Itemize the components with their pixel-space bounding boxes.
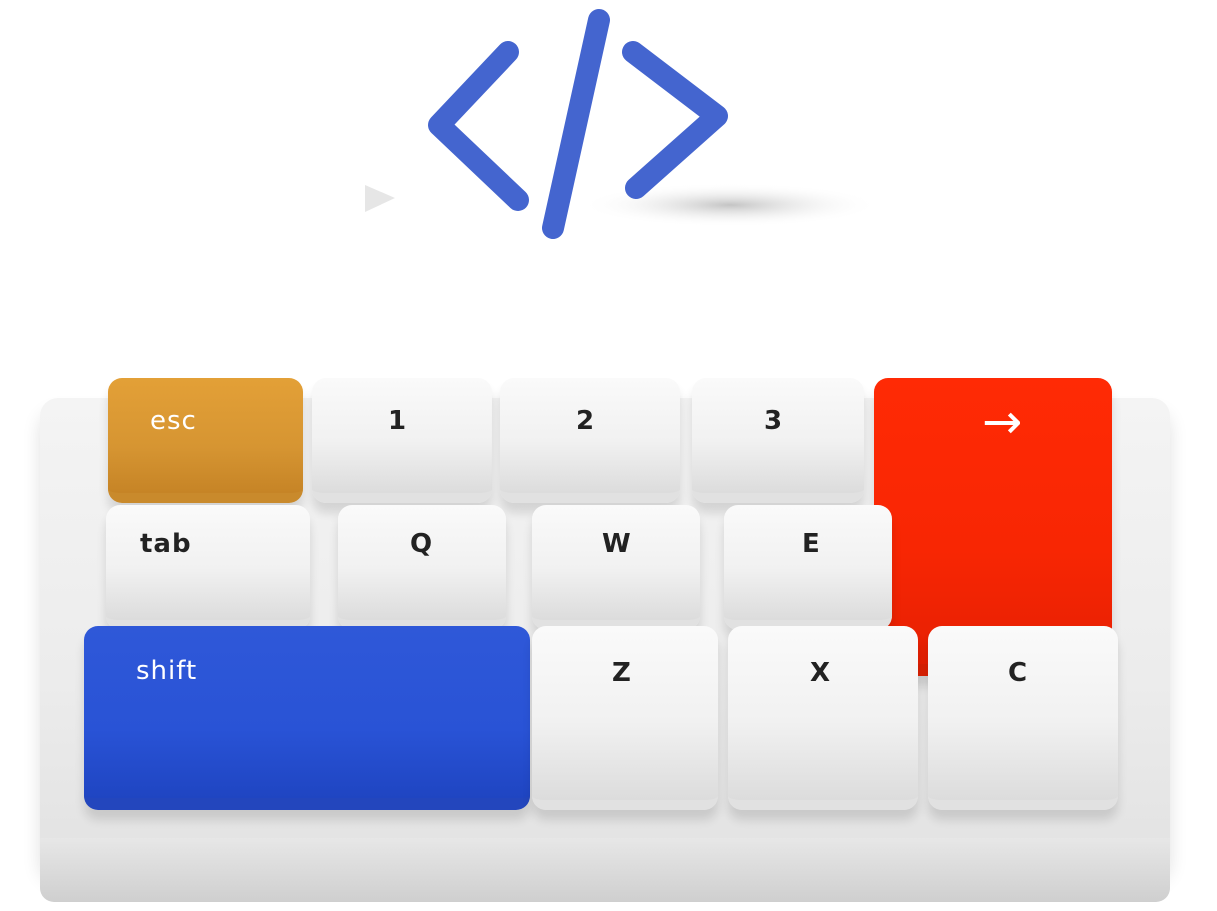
tab-key-label: tab bbox=[140, 529, 192, 559]
key-c-label: C bbox=[1008, 658, 1029, 688]
key-w-label: W bbox=[602, 529, 632, 559]
key-2-label: 2 bbox=[576, 406, 596, 436]
key-z-label: Z bbox=[612, 658, 632, 688]
esc-key-label: esc bbox=[150, 406, 197, 436]
code-brackets-icon bbox=[365, 9, 880, 239]
key-q[interactable]: Q bbox=[338, 505, 506, 630]
key-x[interactable]: X bbox=[728, 626, 918, 810]
key-x-label: X bbox=[810, 658, 832, 688]
key-w[interactable]: W bbox=[532, 505, 700, 630]
left-angle-bracket bbox=[428, 41, 529, 211]
logo-shadow-tip bbox=[365, 185, 395, 212]
right-angle-bracket bbox=[622, 41, 728, 199]
esc-key[interactable]: esc bbox=[108, 378, 303, 503]
key-e-label: E bbox=[802, 529, 821, 559]
key-2[interactable]: 2 bbox=[500, 378, 680, 503]
shift-key-label: shift bbox=[136, 656, 198, 686]
key-e[interactable]: E bbox=[724, 505, 892, 630]
key-z[interactable]: Z bbox=[532, 626, 718, 810]
slash-stroke bbox=[542, 9, 610, 239]
key-1-label: 1 bbox=[388, 406, 408, 436]
key-q-label: Q bbox=[410, 529, 434, 559]
key-3-label: 3 bbox=[764, 406, 784, 436]
key-3[interactable]: 3 bbox=[692, 378, 864, 503]
logo-shadow bbox=[580, 183, 880, 227]
key-1[interactable]: 1 bbox=[312, 378, 492, 503]
right-arrow-icon: → bbox=[982, 394, 1024, 450]
tab-key[interactable]: tab bbox=[106, 505, 310, 630]
key-c[interactable]: C bbox=[928, 626, 1118, 810]
shift-key[interactable]: shift bbox=[84, 626, 530, 810]
keyboard-front-edge bbox=[40, 838, 1170, 902]
